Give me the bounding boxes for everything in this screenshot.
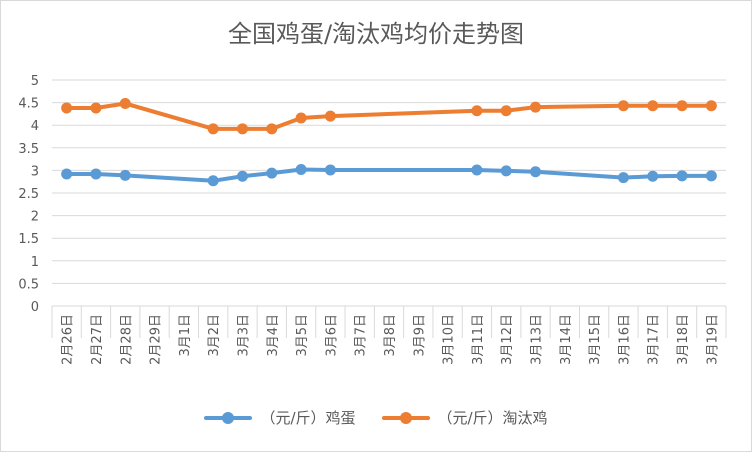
chart-title: 全国鸡蛋/淘汰鸡均价走势图 (227, 20, 525, 48)
y-tick-label: 0.5 (18, 277, 39, 292)
series-1-point (295, 112, 307, 124)
series-0-point (471, 164, 483, 176)
series-1-point (266, 123, 278, 135)
x-tick-label: 3月10日 (442, 314, 457, 365)
series-0-point (500, 165, 512, 177)
series-0-point (266, 167, 278, 179)
x-tick-label: 3月6日 (324, 314, 339, 357)
y-tick-label: 3.5 (18, 142, 39, 157)
x-tick-label: 3月2日 (207, 314, 222, 357)
series-0-point (324, 164, 336, 176)
series-0-point (647, 170, 659, 182)
legend-marker-culled-hens-icon (399, 411, 412, 424)
y-tick-label: 5 (31, 74, 39, 89)
y-tick-label: 4 (31, 119, 39, 134)
series-1-point (617, 100, 629, 112)
series-0-point (617, 172, 629, 184)
legend-label-culled-hens: （元/斤）淘汰鸡 (437, 409, 548, 427)
series-0-point (236, 170, 248, 182)
series-1-point (530, 101, 542, 113)
x-tick-label: 3月4日 (266, 314, 281, 357)
y-tick-label: 3 (31, 164, 39, 179)
series-0-point (61, 168, 73, 180)
series-1-point (676, 100, 688, 112)
series-1-point (705, 100, 717, 112)
series-1-point (61, 102, 73, 114)
series-1-point (471, 105, 483, 117)
series-1-point (236, 123, 248, 135)
y-tick-label: 0 (31, 300, 39, 315)
series-0-point (119, 169, 131, 181)
series-1-point (119, 98, 131, 110)
series-0-point (705, 170, 717, 182)
series-1-point (324, 110, 336, 122)
series-0-point (676, 170, 688, 182)
legend-swatch-eggs (204, 411, 253, 424)
x-tick-label: 3月13日 (530, 314, 545, 365)
legend-label-eggs: （元/斤）鸡蛋 (260, 409, 356, 427)
x-tick-label: 3月15日 (588, 314, 603, 365)
legend-marker-eggs-icon (222, 411, 235, 424)
x-tick-label: 3月11日 (471, 314, 486, 365)
y-tick-label: 4.5 (18, 97, 39, 112)
series-line-0 (64, 167, 714, 183)
y-tick-label: 1 (31, 255, 39, 270)
series-0-point (530, 166, 542, 178)
series-1-point (207, 123, 219, 135)
y-tick-label: 1.5 (18, 232, 39, 247)
x-tick-label: 3月1日 (178, 314, 193, 357)
series-1-point (647, 100, 659, 112)
legend: （元/斤）鸡蛋 （元/斤）淘汰鸡 (0, 407, 752, 428)
x-tick-label: 3月7日 (354, 314, 369, 357)
x-tick-label: 3月5日 (295, 314, 310, 357)
x-tick-label: 3月18日 (676, 314, 691, 365)
x-tick-label: 3月19日 (705, 314, 720, 365)
x-tick-label: 2月29日 (149, 314, 164, 365)
x-tick-label: 3月8日 (383, 314, 398, 357)
series-0-point (90, 168, 102, 180)
y-tick-label: 2.5 (18, 187, 39, 202)
x-tick-label: 3月17日 (647, 314, 662, 365)
legend-item-culled-hens[interactable]: （元/斤）淘汰鸡 (381, 407, 548, 428)
x-tick-label: 3月9日 (412, 314, 427, 357)
x-tick-label: 3月12日 (500, 314, 515, 365)
x-tick-label: 2月28日 (119, 314, 134, 365)
x-tick-label: 3月16日 (617, 314, 632, 365)
series-0-point (295, 163, 307, 175)
series-1-point (500, 105, 512, 117)
x-tick-label: 3月14日 (559, 314, 574, 365)
series-0-point (207, 175, 219, 187)
legend-swatch-culled-hens (381, 411, 430, 424)
series-1-point (90, 102, 102, 114)
x-tick-label: 2月27日 (90, 314, 105, 365)
y-tick-label: 2 (31, 210, 39, 225)
legend-item-eggs[interactable]: （元/斤）鸡蛋 (204, 407, 356, 428)
x-tick-label: 3月3日 (236, 314, 251, 357)
x-tick-label: 2月26日 (61, 314, 76, 365)
